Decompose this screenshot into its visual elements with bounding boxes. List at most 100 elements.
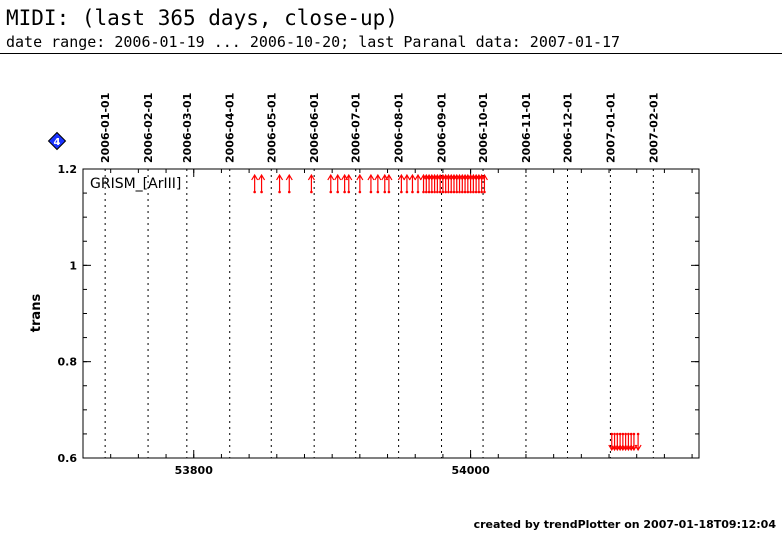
- data-point-down-arrow: [613, 434, 621, 452]
- data-point-up-arrow: [422, 173, 430, 192]
- data-point-base: [405, 190, 409, 194]
- data-point-down-arrow: [616, 434, 624, 452]
- data-point-base: [430, 190, 434, 194]
- month-label: 2006-07-01: [350, 93, 363, 163]
- data-point-base: [444, 190, 447, 194]
- data-point-base: [424, 190, 428, 194]
- data-point-up-arrow: [403, 173, 411, 192]
- month-labels: 2006-01-01 2006-02-01 2006-03-01 2006-04-01…: [99, 93, 660, 163]
- month-lines: [104, 169, 654, 458]
- data-point-up-arrow: [397, 173, 405, 192]
- data-point-up-arrow: [334, 173, 342, 192]
- data-point-base: [287, 190, 291, 194]
- data-point-base: [624, 432, 627, 436]
- data-point-base: [469, 190, 472, 194]
- data-point-up-arrow: [276, 173, 284, 192]
- y-tick-label: 0.8: [58, 356, 78, 369]
- data-point-up-arrow: [439, 173, 447, 192]
- data-point-up-arrow: [464, 173, 472, 192]
- data-point-base: [400, 190, 403, 194]
- chart-subtitle: date range: 2006-01-19 ... 2006-10-20; l…: [6, 33, 621, 51]
- data-point-base: [383, 190, 387, 194]
- data-point-up-arrow: [345, 173, 353, 192]
- data-point-base: [629, 432, 633, 436]
- data-point-base: [329, 190, 333, 194]
- data-point-base: [433, 190, 436, 194]
- data-point-down-arrow: [611, 434, 619, 452]
- month-label: 2006-02-01: [142, 93, 155, 163]
- data-point-base: [441, 190, 445, 194]
- count-marker-diamond: [47, 131, 67, 151]
- data-point-base: [347, 190, 351, 194]
- chart: 2006-01-01 2006-02-01 2006-03-01 2006-04-01…: [29, 93, 700, 477]
- data-point-base: [387, 190, 391, 194]
- data-point-up-arrow: [475, 173, 483, 192]
- data-point-base: [416, 190, 420, 194]
- y-tick-label: 1: [69, 259, 77, 272]
- data-point-up-arrow: [480, 173, 488, 192]
- month-label: 2006-12-01: [561, 93, 574, 163]
- y-axis: 0.6 0.8 1 1.2: [58, 163, 699, 465]
- data-point-base: [610, 432, 614, 436]
- data-point-base: [452, 190, 456, 194]
- data-point-up-arrow: [356, 173, 364, 192]
- data-point-up-arrow: [478, 173, 486, 192]
- data-point-up-arrow: [428, 173, 436, 192]
- data-point-down-arrow: [619, 434, 627, 452]
- data-point-base: [455, 190, 459, 194]
- data-point-up-arrow: [251, 173, 259, 192]
- month-label: 2006-06-01: [308, 93, 321, 163]
- month-label: 2007-02-01: [647, 93, 660, 163]
- data-points: [251, 173, 642, 452]
- footer-credit: created by trendPlotter on 2007-01-18T09…: [473, 518, 776, 531]
- month-label: 2006-10-01: [477, 93, 490, 163]
- data-point-base: [466, 190, 470, 194]
- data-point-base: [411, 190, 414, 194]
- data-point-up-arrow: [258, 173, 266, 192]
- data-point-up-arrow: [385, 173, 393, 192]
- data-point-base: [447, 190, 450, 194]
- data-point-base: [343, 190, 346, 194]
- y-axis-label: trans: [29, 294, 44, 333]
- data-point-up-arrow: [367, 173, 375, 192]
- data-point-up-arrow: [433, 173, 441, 192]
- data-point-base: [480, 190, 483, 194]
- data-point-base: [477, 190, 481, 194]
- data-point-up-arrow: [458, 173, 466, 192]
- panel-label: GRISM_[ArIII]: [90, 176, 181, 192]
- data-point-base: [260, 190, 263, 194]
- data-point-up-arrow: [447, 173, 455, 192]
- data-point-up-arrow: [444, 173, 452, 192]
- month-label: 2006-04-01: [224, 93, 237, 163]
- y-tick-label: 0.6: [58, 452, 78, 465]
- data-point-down-arrow: [622, 434, 630, 452]
- data-point-base: [621, 432, 625, 436]
- data-point-base: [376, 190, 380, 194]
- data-point-base: [278, 190, 281, 194]
- plot-frame: [82, 168, 700, 459]
- header-divider: [0, 53, 782, 54]
- count-marker-label: 4: [54, 137, 61, 148]
- data-point-up-arrow: [408, 173, 416, 192]
- x-axis: 53800 54000: [110, 169, 693, 477]
- data-point-base: [310, 190, 313, 194]
- count-marker: [47, 131, 67, 151]
- data-point-base: [422, 190, 425, 194]
- month-label: 2006-08-01: [393, 93, 406, 163]
- data-point-up-arrow: [436, 173, 444, 192]
- month-label: 2006-09-01: [436, 93, 449, 163]
- data-point-base: [463, 190, 467, 194]
- chart-title: MIDI: (last 365 days, close-up): [6, 6, 398, 30]
- data-point-base: [483, 190, 486, 194]
- data-point-base: [336, 190, 340, 194]
- data-point-down-arrow: [624, 434, 632, 452]
- data-point-up-arrow: [414, 173, 422, 192]
- data-point-up-arrow: [420, 173, 428, 192]
- data-point-base: [253, 190, 256, 194]
- data-point-base: [618, 432, 622, 436]
- data-point-up-arrow: [431, 173, 439, 192]
- data-point-up-arrow: [467, 173, 475, 192]
- data-point-base: [632, 432, 636, 436]
- data-point-up-arrow: [469, 173, 477, 192]
- data-point-base: [613, 432, 616, 436]
